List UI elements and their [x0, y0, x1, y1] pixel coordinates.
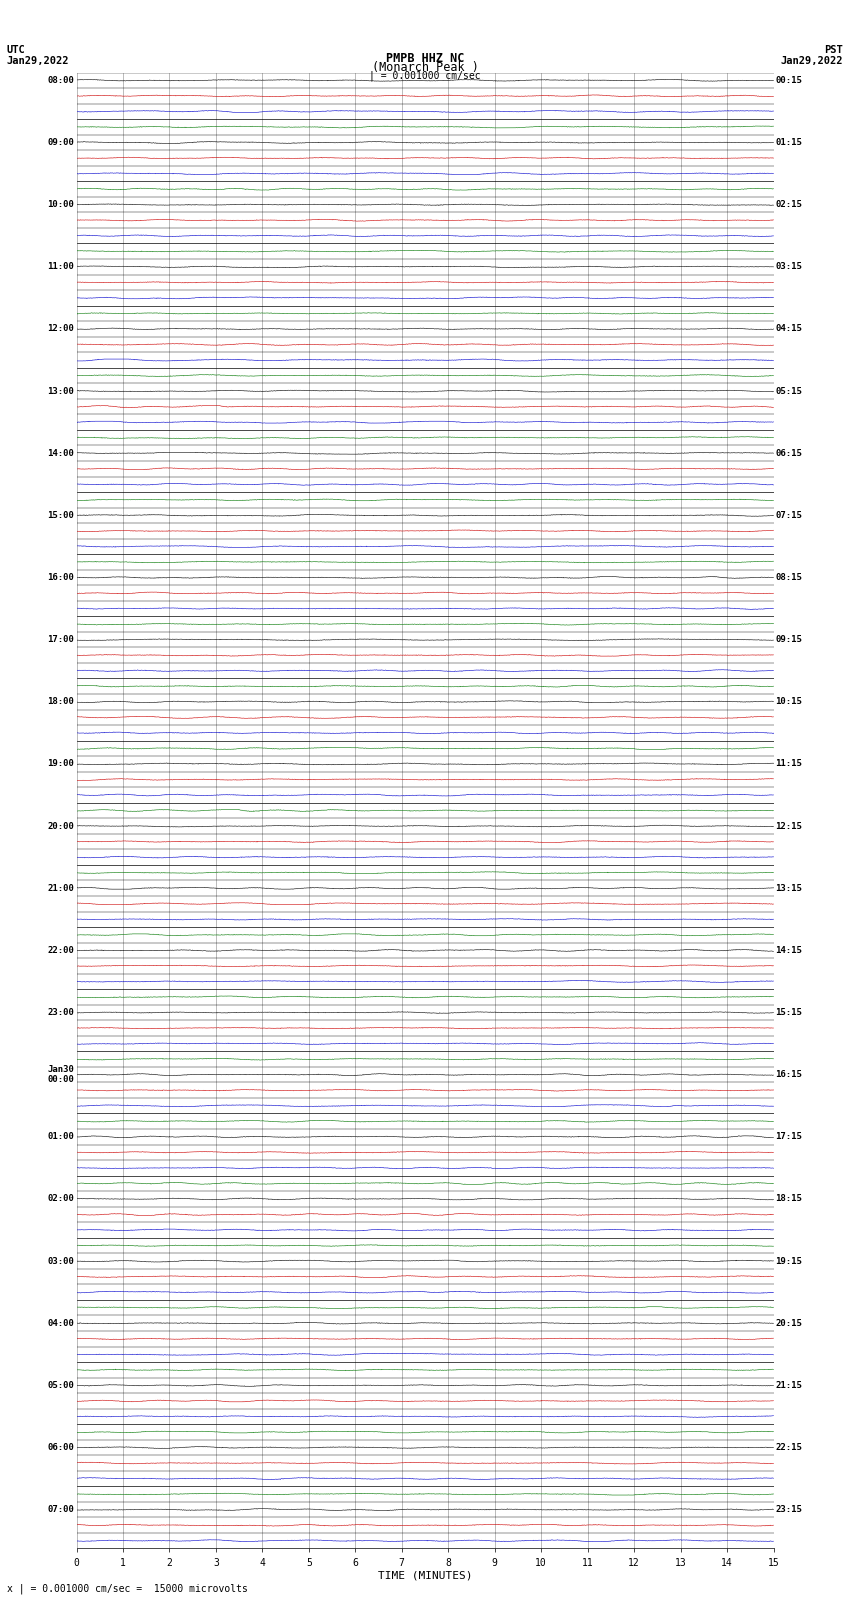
Text: 08:15: 08:15: [775, 573, 802, 582]
Text: 16:15: 16:15: [775, 1069, 802, 1079]
Text: x | = 0.001000 cm/sec =  15000 microvolts: x | = 0.001000 cm/sec = 15000 microvolts: [7, 1582, 247, 1594]
Text: 20:15: 20:15: [775, 1319, 802, 1327]
Text: 19:15: 19:15: [775, 1257, 802, 1266]
Text: 10:00: 10:00: [48, 200, 75, 210]
Text: 15:15: 15:15: [775, 1008, 802, 1018]
Text: 04:00: 04:00: [48, 1319, 75, 1327]
Text: 22:15: 22:15: [775, 1444, 802, 1452]
Text: 00:15: 00:15: [775, 76, 802, 85]
Text: UTC: UTC: [7, 45, 26, 55]
Text: 02:00: 02:00: [48, 1194, 75, 1203]
X-axis label: TIME (MINUTES): TIME (MINUTES): [377, 1571, 473, 1581]
Text: 13:15: 13:15: [775, 884, 802, 892]
Text: 21:15: 21:15: [775, 1381, 802, 1390]
Text: 09:15: 09:15: [775, 636, 802, 644]
Text: 14:00: 14:00: [48, 448, 75, 458]
Text: 17:00: 17:00: [48, 636, 75, 644]
Text: 03:00: 03:00: [48, 1257, 75, 1266]
Text: 12:15: 12:15: [775, 821, 802, 831]
Text: PMPB HHZ NC: PMPB HHZ NC: [386, 52, 464, 65]
Text: 04:15: 04:15: [775, 324, 802, 334]
Text: 11:15: 11:15: [775, 760, 802, 768]
Text: 14:15: 14:15: [775, 945, 802, 955]
Text: 13:00: 13:00: [48, 387, 75, 395]
Text: 07:15: 07:15: [775, 511, 802, 519]
Text: 03:15: 03:15: [775, 263, 802, 271]
Text: 02:15: 02:15: [775, 200, 802, 210]
Text: 20:00: 20:00: [48, 821, 75, 831]
Text: 12:00: 12:00: [48, 324, 75, 334]
Text: 05:15: 05:15: [775, 387, 802, 395]
Text: 10:15: 10:15: [775, 697, 802, 706]
Text: 18:00: 18:00: [48, 697, 75, 706]
Text: 11:00: 11:00: [48, 263, 75, 271]
Text: 15:00: 15:00: [48, 511, 75, 519]
Text: 05:00: 05:00: [48, 1381, 75, 1390]
Text: 23:15: 23:15: [775, 1505, 802, 1515]
Text: 16:00: 16:00: [48, 573, 75, 582]
Text: 09:00: 09:00: [48, 139, 75, 147]
Text: 01:15: 01:15: [775, 139, 802, 147]
Text: 19:00: 19:00: [48, 760, 75, 768]
Text: 06:15: 06:15: [775, 448, 802, 458]
Text: 23:00: 23:00: [48, 1008, 75, 1018]
Text: 08:00: 08:00: [48, 76, 75, 85]
Text: 07:00: 07:00: [48, 1505, 75, 1515]
Text: 22:00: 22:00: [48, 945, 75, 955]
Text: 06:00: 06:00: [48, 1444, 75, 1452]
Text: PST: PST: [824, 45, 843, 55]
Text: 21:00: 21:00: [48, 884, 75, 892]
Text: Jan29,2022: Jan29,2022: [7, 56, 70, 66]
Text: | = 0.001000 cm/sec: | = 0.001000 cm/sec: [369, 71, 481, 82]
Text: Jan30
00:00: Jan30 00:00: [48, 1065, 75, 1084]
Text: 17:15: 17:15: [775, 1132, 802, 1142]
Text: Jan29,2022: Jan29,2022: [780, 56, 843, 66]
Text: 01:00: 01:00: [48, 1132, 75, 1142]
Text: (Monarch Peak ): (Monarch Peak ): [371, 61, 479, 74]
Text: 18:15: 18:15: [775, 1194, 802, 1203]
